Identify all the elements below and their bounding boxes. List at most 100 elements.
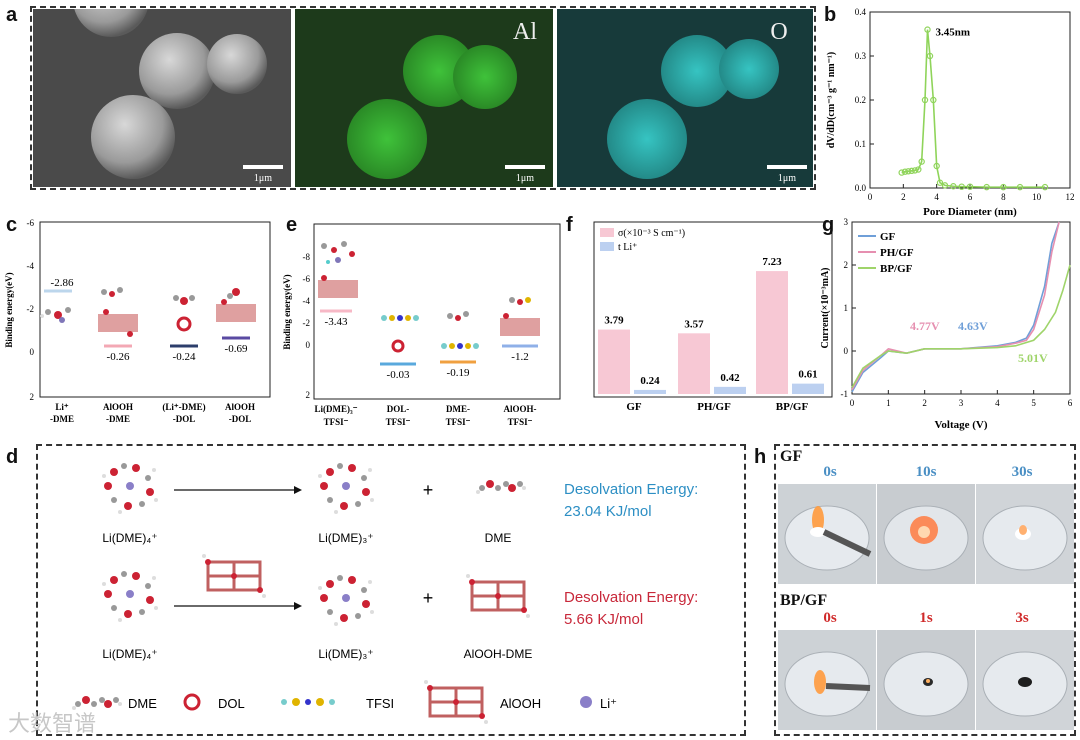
b-point	[1000, 183, 1007, 191]
svg-text:-DME: -DME	[50, 414, 74, 424]
svg-text:-DOL: -DOL	[229, 414, 252, 424]
gf-time-2: 30s	[1012, 464, 1033, 480]
svg-text:-DOL: -DOL	[173, 414, 196, 424]
bpgf-time-1: 1s	[919, 610, 933, 626]
label-sigma: 3.79	[604, 315, 624, 327]
svg-text:AlOOH: AlOOH	[103, 402, 133, 412]
g-xlabel: Voltage (V)	[934, 419, 987, 431]
label-sigma: 3.57	[684, 318, 704, 330]
b-point	[908, 167, 915, 175]
b-xlabel: Pore Diameter (nm)	[923, 206, 1017, 218]
al-scalebar-label: 1μm	[516, 173, 534, 184]
c-categories: Li⁺ -DME AlOOH -DME (Li⁺-DME) -DOL AlOOH -DO…	[50, 402, 255, 424]
bar-tli	[792, 383, 824, 394]
pore-distribution-chart: 0 2 4 6 8 10 12 0.0 0.1 0.2 0.3 0.4 3.45nm Pore Dia…	[826, 7, 1075, 218]
f-category: PH/GF	[697, 401, 731, 413]
ann-phgf: 4.77V	[910, 319, 940, 333]
legend-sigma: σ(×10⁻³ S cm⁻¹)	[618, 228, 685, 239]
li-dme4-cluster-1	[102, 460, 158, 514]
value-li-dme3-tfsi: -3.43	[325, 316, 348, 328]
g-xtick: 3	[959, 398, 964, 408]
b-point	[930, 96, 937, 104]
legend-tli: t Li⁺	[618, 242, 637, 253]
bar-tli	[714, 386, 746, 394]
o-map-label: O	[770, 19, 787, 45]
row2-left-label: Li(DME)₄⁺	[102, 647, 157, 661]
b-point	[911, 167, 919, 174]
b-point	[966, 183, 974, 190]
svg-text:DOL-: DOL-	[387, 404, 410, 414]
panel-f-label: f	[566, 214, 573, 236]
dme-molecule-1	[476, 480, 526, 494]
g-ytick: 2	[844, 260, 849, 270]
alooh-over-arrow	[200, 552, 268, 600]
svg-text:TFSI⁻: TFSI⁻	[324, 417, 349, 427]
label-tli: 0.42	[720, 372, 740, 384]
ann-bpgf: 5.01V	[1018, 351, 1048, 365]
c-ylabel: Binding energy(eV)	[4, 272, 14, 347]
g-legend-label: PH/GF	[880, 247, 914, 259]
g-ytick: 1	[844, 303, 849, 313]
li-dme3-cluster-2	[318, 572, 374, 626]
ann-gf: 4.63V	[958, 319, 988, 333]
label-tli: 0.61	[798, 369, 817, 381]
gf-time-1: 10s	[916, 464, 937, 480]
b-xtick: 4	[934, 192, 939, 202]
svg-text:Li⁺: Li⁺	[600, 696, 617, 711]
b-point	[905, 168, 912, 175]
row1-mid-label: Li(DME)₃⁺	[318, 531, 373, 545]
svg-text:DOL: DOL	[218, 696, 245, 711]
panel-a-label: a	[6, 4, 18, 26]
svg-text:-4: -4	[27, 261, 35, 271]
value-alooh-dme: -0.26	[107, 351, 130, 363]
desolvation-scheme: Li(DME)₄⁺ Li(DME)₃⁺ + DME Desolvation En…	[72, 460, 698, 726]
sem-scalebar-label: 1μm	[254, 173, 272, 184]
row2-energy-title: Desolvation Energy:	[564, 589, 698, 606]
svg-text:0: 0	[306, 340, 311, 350]
b-xtick: 0	[868, 192, 873, 202]
svg-text:-8: -8	[303, 252, 311, 262]
b-ytick: 0.3	[855, 51, 867, 61]
peak-annotation: 3.45nm	[936, 27, 971, 39]
svg-text:AlOOH: AlOOH	[500, 696, 541, 711]
svg-text:(Li⁺-DME): (Li⁺-DME)	[162, 402, 205, 412]
b-point	[926, 52, 934, 60]
svg-text:AlOOH-: AlOOH-	[504, 404, 537, 414]
svg-text:0: 0	[30, 347, 35, 357]
b-point	[983, 183, 990, 191]
b-xtick: 6	[968, 192, 973, 202]
b-ylabel: dV/dD(cm⁻³ g⁻¹ nm⁻¹)	[826, 52, 837, 149]
o-map: O 1μm	[557, 9, 813, 187]
b-xtick: 2	[901, 192, 906, 202]
binding-energy-chart-e: -8 -6 -4 -2 0 2 Binding energy(eV) -3.43…	[282, 223, 561, 427]
b-point	[915, 166, 922, 173]
d-legend: DME DOL TFSI AlOOH Li⁺	[72, 678, 617, 726]
b-point	[921, 96, 929, 104]
svg-text:Li(DME)₃⁻: Li(DME)₃⁻	[315, 404, 358, 414]
row1-energy-title: Desolvation Energy:	[564, 481, 698, 498]
panel-h-label: h	[754, 446, 767, 468]
svg-text:TFSI⁻: TFSI⁻	[446, 417, 471, 427]
panel-h-frame	[774, 444, 1076, 736]
svg-text:-2: -2	[27, 304, 35, 314]
b-point	[958, 183, 965, 190]
b-point	[933, 162, 940, 170]
o-scalebar-label: 1μm	[778, 173, 796, 184]
alooh-dme-molecule	[464, 572, 532, 620]
b-point	[950, 183, 957, 190]
svg-text:DME-: DME-	[446, 404, 470, 414]
svg-text:-DME: -DME	[106, 414, 130, 424]
c-molecules	[40, 287, 256, 337]
b-ytick: 0.0	[855, 183, 867, 193]
b-ytick: 0.4	[855, 7, 867, 17]
b-xtick: 10	[1032, 192, 1042, 202]
f-category: GF	[626, 401, 642, 413]
panel-d-frame	[36, 444, 746, 736]
binding-energy-chart-c: -6 -4 -2 0 2 Binding energy(eV) -2.86 -0…	[4, 218, 271, 424]
row1-plus: +	[423, 480, 434, 500]
g-xtick: 2	[922, 398, 927, 408]
b-point	[941, 182, 949, 189]
svg-text:-2: -2	[303, 318, 311, 328]
li-dme4-cluster-2	[102, 568, 158, 622]
